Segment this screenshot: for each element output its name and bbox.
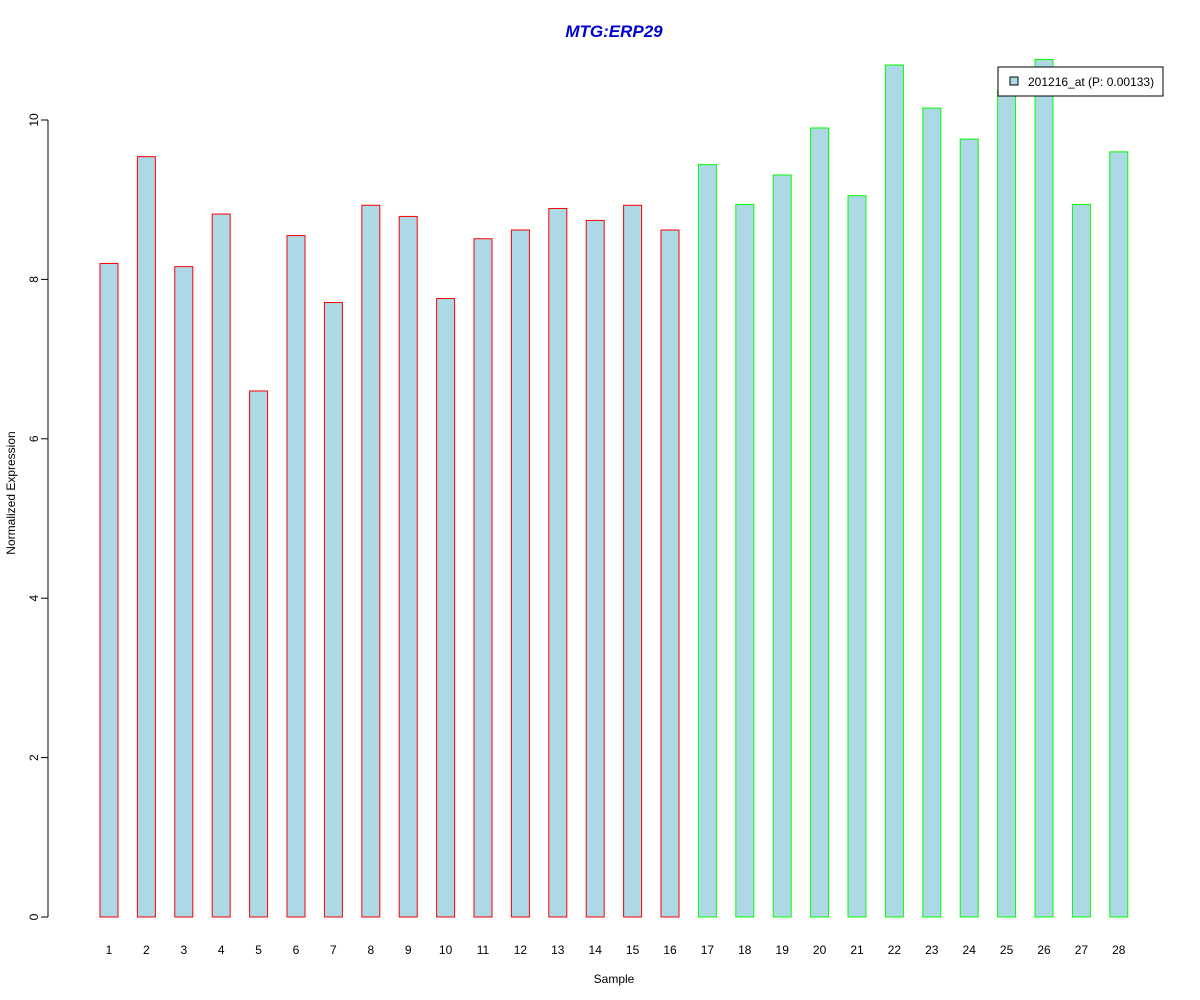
bar [847, 195, 867, 918]
x-tick-label: 23 [925, 943, 939, 957]
bar [361, 204, 381, 918]
x-tick-label: 27 [1075, 943, 1089, 957]
bar [1071, 203, 1091, 918]
x-tick-label: 17 [701, 943, 715, 957]
legend-swatch [1009, 76, 1019, 86]
legend-box [997, 66, 1164, 97]
bar [286, 235, 306, 918]
bar [772, 174, 792, 918]
x-tick-label: 18 [738, 943, 752, 957]
bar [884, 64, 904, 918]
x-tick-label: 24 [963, 943, 977, 957]
x-tick-label: 12 [514, 943, 528, 957]
x-tick-label: 5 [255, 943, 262, 957]
bar [1034, 58, 1054, 918]
x-tick-label: 8 [367, 943, 374, 957]
bar [436, 298, 456, 918]
x-tick-label: 25 [1000, 943, 1014, 957]
bar [1109, 151, 1129, 918]
bar [660, 229, 680, 918]
x-tick-label: 20 [813, 943, 827, 957]
y-tick-label: 6 [27, 435, 41, 442]
bar [623, 204, 643, 918]
bar [959, 138, 979, 918]
x-tick-label: 6 [293, 943, 300, 957]
bar [922, 107, 942, 918]
x-tick-label: 3 [180, 943, 187, 957]
bars [99, 58, 1129, 918]
x-tick-label: 26 [1037, 943, 1051, 957]
x-tick-label: 2 [143, 943, 150, 957]
x-tick-label: 9 [405, 943, 412, 957]
x-tick-label: 22 [888, 943, 902, 957]
x-tick-label: 14 [589, 943, 603, 957]
x-tick-label: 7 [330, 943, 337, 957]
y-axis: 0 2 4 6 8 10 [27, 113, 49, 920]
bar [585, 219, 605, 918]
bar [735, 203, 755, 918]
x-tick-label: 10 [439, 943, 453, 957]
y-tick-label: 4 [27, 595, 41, 602]
bar [398, 215, 418, 918]
bar [548, 207, 568, 918]
bar [99, 262, 119, 918]
bar [697, 164, 717, 918]
x-axis-tick-labels: 1 2 3 4 5 6 7 8 9 10 11 12 13 14 15 16 17 18 19 20 21 22 23 24 2… [106, 943, 1126, 957]
y-tick-label: 10 [27, 113, 41, 127]
x-tick-label: 13 [551, 943, 565, 957]
x-tick-label: 28 [1112, 943, 1126, 957]
bar [249, 390, 269, 918]
bar [810, 127, 830, 918]
x-tick-label: 11 [477, 943, 490, 957]
x-tick-label: 4 [218, 943, 225, 957]
x-tick-label: 16 [663, 943, 677, 957]
bar [473, 238, 493, 918]
x-tick-label: 19 [776, 943, 790, 957]
y-axis-label: Normalized Expression [4, 431, 18, 554]
x-tick-label: 15 [626, 943, 640, 957]
x-tick-label: 21 [850, 943, 864, 957]
y-tick-label: 2 [27, 754, 41, 761]
chart-title: MTG:ERP29 [565, 22, 663, 41]
x-axis-label: Sample [594, 972, 635, 986]
bar [997, 90, 1017, 918]
legend-entry: 201216_at (P: 0.00133) [1028, 75, 1154, 89]
x-tick-label: 1 [106, 943, 113, 957]
y-tick-label: 0 [27, 913, 41, 920]
y-tick-label: 8 [27, 276, 41, 283]
bar [211, 213, 231, 918]
bar [323, 302, 343, 918]
bar [174, 266, 194, 918]
bar [510, 229, 530, 918]
bar [136, 156, 156, 918]
legend: 201216_at (P: 0.00133) [997, 66, 1164, 97]
